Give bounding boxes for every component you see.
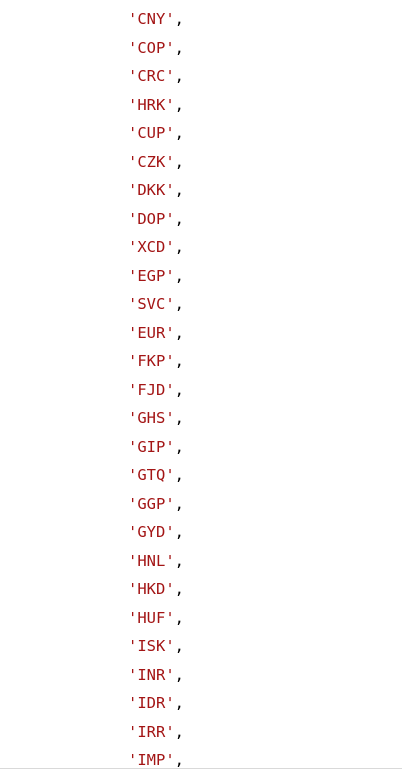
comma-punctuation: , bbox=[174, 323, 185, 342]
string-literal: 'GIP' bbox=[128, 437, 175, 456]
string-literal: 'HRK' bbox=[128, 95, 175, 114]
code-line: 'DOP', bbox=[128, 205, 184, 234]
code-line: 'EGP', bbox=[128, 262, 184, 291]
string-literal: 'GHS' bbox=[128, 409, 175, 427]
code-line: 'EUR', bbox=[128, 319, 184, 348]
string-literal: 'SVC' bbox=[128, 295, 175, 313]
string-literal: 'CUP' bbox=[128, 124, 175, 142]
code-line: 'HUF', bbox=[128, 604, 184, 633]
string-literal: 'HUF' bbox=[128, 608, 175, 627]
code-line: 'XCD', bbox=[128, 233, 184, 262]
comma-punctuation: , bbox=[174, 10, 185, 28]
comma-punctuation: , bbox=[174, 152, 185, 171]
comma-punctuation: , bbox=[174, 266, 185, 285]
code-line: 'SVC', bbox=[128, 290, 184, 319]
code-line: 'HRK', bbox=[128, 91, 184, 120]
comma-punctuation: , bbox=[174, 665, 185, 684]
code-line: 'HNL', bbox=[128, 547, 184, 576]
code-line: 'ISK', bbox=[128, 632, 184, 661]
code-line: 'COP', bbox=[128, 34, 184, 63]
code-line: 'GGP', bbox=[128, 490, 184, 519]
comma-punctuation: , bbox=[174, 181, 185, 199]
comma-punctuation: , bbox=[174, 95, 185, 114]
comma-punctuation: , bbox=[174, 124, 185, 142]
code-line: 'CZK', bbox=[128, 148, 184, 177]
string-literal: 'DKK' bbox=[128, 181, 175, 199]
string-literal: 'XCD' bbox=[128, 238, 175, 256]
comma-punctuation: , bbox=[174, 494, 185, 513]
code-line: 'GIP', bbox=[128, 433, 184, 462]
comma-punctuation: , bbox=[174, 694, 185, 712]
code-line: 'IDR', bbox=[128, 689, 184, 718]
code-line: 'GTQ', bbox=[128, 461, 184, 490]
code-line: 'GYD', bbox=[128, 518, 184, 547]
comma-punctuation: , bbox=[174, 352, 185, 370]
code-line: 'DKK', bbox=[128, 176, 184, 205]
string-literal: 'FJD' bbox=[128, 380, 175, 399]
string-literal: 'GYD' bbox=[128, 523, 175, 541]
string-literal: 'IRR' bbox=[128, 722, 175, 741]
comma-punctuation: , bbox=[174, 551, 185, 570]
comma-punctuation: , bbox=[174, 409, 185, 427]
code-line: 'GHS', bbox=[128, 404, 184, 433]
string-literal: 'GTQ' bbox=[128, 466, 175, 484]
comma-punctuation: , bbox=[174, 38, 185, 57]
code-line: 'FKP', bbox=[128, 347, 184, 376]
comma-punctuation: , bbox=[174, 67, 185, 85]
code-line: 'INR', bbox=[128, 661, 184, 690]
string-literal: 'EGP' bbox=[128, 266, 175, 285]
comma-punctuation: , bbox=[174, 637, 185, 655]
string-literal: 'HKD' bbox=[128, 580, 175, 598]
string-literal: 'ISK' bbox=[128, 637, 175, 655]
code-line: 'IMP', bbox=[128, 746, 184, 775]
string-literal: 'CZK' bbox=[128, 152, 175, 171]
comma-punctuation: , bbox=[174, 722, 185, 741]
comma-punctuation: , bbox=[174, 751, 185, 769]
comma-punctuation: , bbox=[174, 209, 185, 228]
string-literal: 'CRC' bbox=[128, 67, 175, 85]
string-literal: 'FKP' bbox=[128, 352, 175, 370]
code-line: 'IRR', bbox=[128, 718, 184, 747]
string-literal: 'HNL' bbox=[128, 551, 175, 570]
comma-punctuation: , bbox=[174, 580, 185, 598]
string-literal: 'IDR' bbox=[128, 694, 175, 712]
comma-punctuation: , bbox=[174, 380, 185, 399]
comma-punctuation: , bbox=[174, 437, 185, 456]
string-literal: 'EUR' bbox=[128, 323, 175, 342]
code-line: 'FJD', bbox=[128, 376, 184, 405]
comma-punctuation: , bbox=[174, 523, 185, 541]
comma-punctuation: , bbox=[174, 466, 185, 484]
comma-punctuation: , bbox=[174, 238, 185, 256]
string-literal: 'COP' bbox=[128, 38, 175, 57]
code-line: 'CRC', bbox=[128, 62, 184, 91]
code-line: 'HKD', bbox=[128, 575, 184, 604]
code-line: 'CUP', bbox=[128, 119, 184, 148]
string-literal: 'IMP' bbox=[128, 751, 175, 769]
string-literal: 'DOP' bbox=[128, 209, 175, 228]
code-list: 'CNY', 'COP', 'CRC', 'HRK', 'CUP', 'CZK', 'DKK… bbox=[128, 5, 184, 775]
comma-punctuation: , bbox=[174, 295, 185, 313]
string-literal: 'INR' bbox=[128, 665, 175, 684]
comma-punctuation: , bbox=[174, 608, 185, 627]
string-literal: 'CNY' bbox=[128, 10, 175, 28]
string-literal: 'GGP' bbox=[128, 494, 175, 513]
code-line: 'CNY', bbox=[128, 5, 184, 34]
